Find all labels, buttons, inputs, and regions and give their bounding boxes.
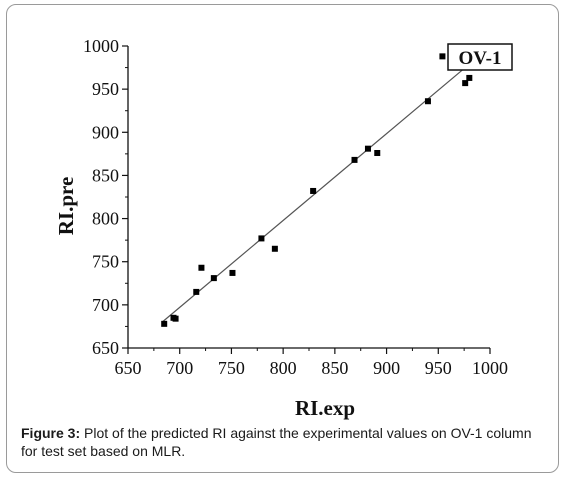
x-tick-label-1000: 1000 <box>472 358 508 378</box>
plot-axes: 650 700 750 800 850 900 950 1000 650 700 750 800 850… <box>83 36 508 378</box>
data-point-6 <box>210 275 217 282</box>
data-point-7 <box>229 269 236 276</box>
data-point-10 <box>310 187 317 194</box>
data-points <box>161 53 473 327</box>
x-tick-label-950: 950 <box>425 358 452 378</box>
data-point-5 <box>198 264 205 271</box>
x-tick-label-650: 650 <box>115 358 142 378</box>
data-point-15 <box>439 53 446 60</box>
ov1-annotation-box <box>447 43 513 71</box>
x-tick-label-750: 750 <box>218 358 245 378</box>
scatter-plot: 650 700 750 800 850 900 950 1000 650 700 750 800 850… <box>54 36 513 420</box>
data-point-8 <box>258 235 265 242</box>
y-tick-label-700: 700 <box>92 295 119 315</box>
data-point-12 <box>364 145 371 152</box>
data-point-14 <box>424 98 431 105</box>
data-point-9 <box>271 245 278 252</box>
x-tick-label-850: 850 <box>321 358 348 378</box>
y-tick-label-650: 650 <box>92 338 119 358</box>
y-tick-label-850: 850 <box>92 165 119 185</box>
y-tick-label-1000: 1000 <box>83 36 119 56</box>
y-tick-label-900: 900 <box>92 122 119 142</box>
ov1-annotation: OV-1 <box>447 43 513 71</box>
ov1-annotation-text: OV-1 <box>459 48 502 69</box>
y-tick-label-750: 750 <box>92 252 119 272</box>
figure-caption: Figure 3: Plot of the predicted RI again… <box>21 424 541 460</box>
x-tick-label-800: 800 <box>270 358 297 378</box>
y-axis-title: RI.pre <box>54 177 78 236</box>
caption-label: Figure 3: <box>21 425 81 441</box>
data-point-11 <box>351 156 358 163</box>
x-axis-title: RI.exp <box>295 396 355 420</box>
data-point-3 <box>172 315 179 322</box>
data-point-16 <box>462 80 469 87</box>
caption-text: Plot of the predicted RI against the exp… <box>21 425 532 459</box>
y-tick-label-950: 950 <box>92 79 119 99</box>
data-point-13 <box>374 149 381 156</box>
x-tick-label-700: 700 <box>166 358 193 378</box>
x-tick-label-900: 900 <box>373 358 400 378</box>
data-point-17 <box>466 74 473 81</box>
data-point-1 <box>161 320 168 327</box>
y-tick-label-800: 800 <box>92 209 119 229</box>
data-point-4 <box>193 288 200 295</box>
